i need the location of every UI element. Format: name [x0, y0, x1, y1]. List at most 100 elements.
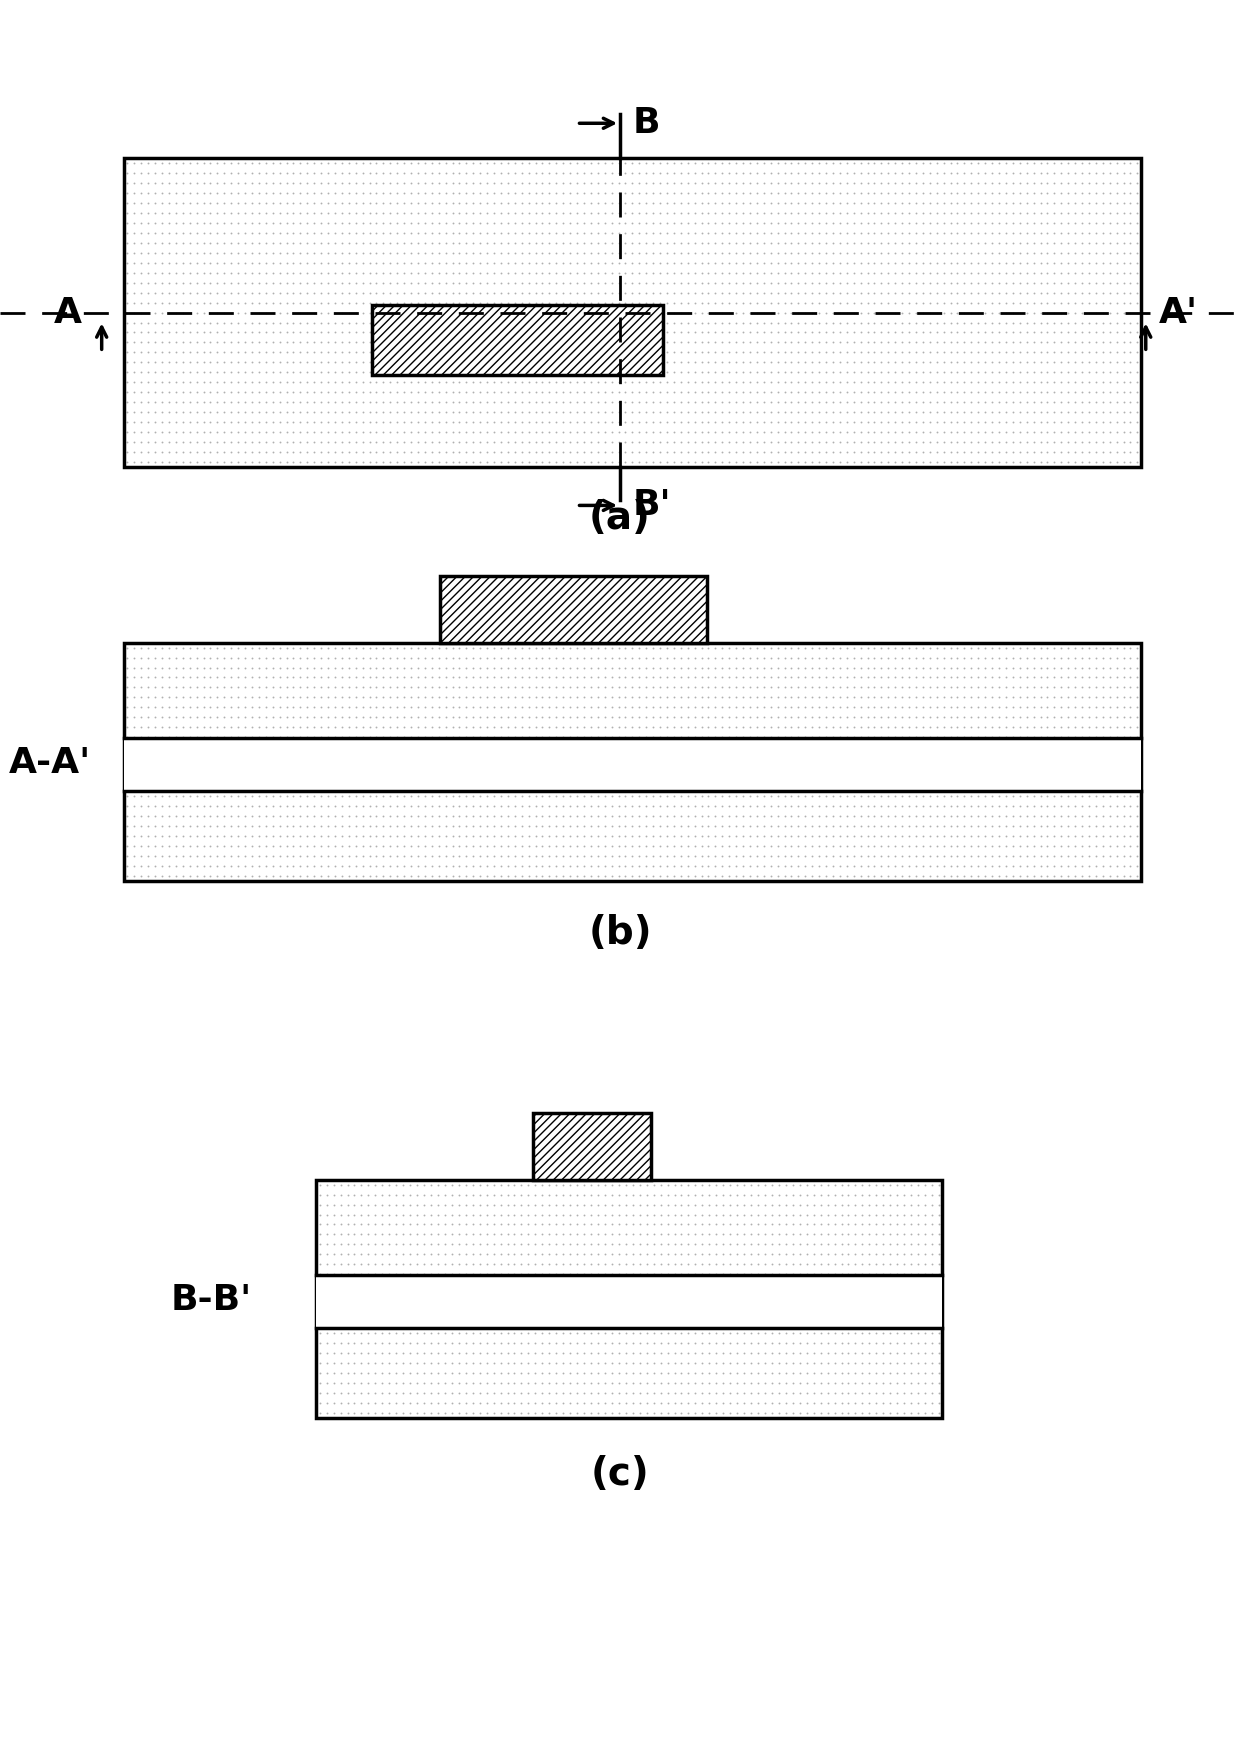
Point [990, 733, 1009, 761]
Point [345, 1250, 365, 1278]
Point [609, 812, 629, 840]
Point [263, 822, 283, 851]
Point [255, 703, 275, 731]
Point [622, 188, 642, 217]
Point [456, 1359, 476, 1388]
Point [740, 713, 760, 741]
Point [920, 782, 940, 810]
Point [526, 188, 546, 217]
Point [207, 259, 227, 287]
Point [547, 1310, 567, 1338]
Point [582, 1280, 601, 1308]
Point [553, 773, 573, 801]
Point [1114, 801, 1133, 829]
Point [595, 289, 615, 317]
Point [345, 1389, 365, 1418]
Point [505, 158, 525, 187]
Point [1030, 822, 1050, 851]
Point [193, 379, 213, 407]
Point [795, 694, 815, 722]
Point [497, 1319, 517, 1347]
Point [601, 722, 621, 750]
Point [284, 852, 304, 880]
Point [797, 1240, 817, 1268]
Point [172, 664, 192, 692]
Point [422, 1359, 441, 1388]
Point [698, 308, 718, 336]
Point [325, 417, 345, 446]
Point [325, 409, 345, 437]
Point [401, 417, 420, 446]
Point [622, 1259, 642, 1287]
Point [609, 1171, 629, 1199]
Point [512, 801, 532, 829]
Point [456, 1300, 476, 1328]
Point [657, 752, 677, 780]
Point [172, 218, 192, 247]
Point [923, 1368, 942, 1396]
Point [319, 773, 339, 801]
Point [768, 278, 787, 306]
Point [867, 1379, 887, 1407]
Point [131, 831, 151, 859]
Point [491, 842, 511, 870]
Point [408, 289, 428, 317]
Point [920, 428, 940, 456]
Point [512, 773, 532, 801]
Point [358, 1379, 378, 1407]
Point [789, 379, 808, 407]
Point [319, 417, 339, 446]
Point [768, 248, 787, 276]
Point [1114, 673, 1133, 701]
Point [325, 248, 345, 276]
Point [838, 1231, 858, 1259]
Point [713, 822, 733, 851]
Point [166, 447, 186, 475]
Point [1044, 319, 1064, 347]
Point [888, 1250, 908, 1278]
Point [823, 180, 843, 208]
Point [746, 782, 766, 810]
Point [497, 1280, 517, 1308]
Point [790, 1349, 810, 1377]
Point [118, 792, 138, 821]
Point [470, 1319, 490, 1347]
Point [118, 338, 138, 366]
Point [851, 831, 870, 859]
Point [298, 417, 317, 446]
Point [270, 634, 290, 662]
Point [858, 842, 878, 870]
Point [180, 822, 200, 851]
Point [180, 349, 200, 377]
Point [622, 852, 642, 880]
Point [934, 248, 954, 276]
Point [290, 357, 310, 386]
Point [802, 278, 822, 306]
Point [456, 289, 476, 317]
Point [740, 328, 760, 356]
Point [1030, 289, 1050, 317]
Point [929, 1270, 949, 1298]
Point [595, 379, 615, 407]
Point [139, 417, 159, 446]
Point [221, 409, 241, 437]
Point [1106, 438, 1126, 467]
Point [325, 447, 345, 475]
Point [332, 643, 352, 671]
Point [249, 683, 269, 711]
Point [450, 199, 470, 227]
Point [180, 801, 200, 829]
Point [352, 438, 372, 467]
Point [754, 664, 774, 692]
Point [319, 150, 339, 178]
Point [352, 812, 372, 840]
Point [311, 763, 331, 791]
Point [449, 1300, 469, 1328]
Point [609, 852, 629, 880]
Point [742, 1231, 761, 1259]
Point [1073, 409, 1092, 437]
Point [228, 713, 248, 741]
Point [325, 259, 345, 287]
Point [823, 210, 843, 238]
Point [456, 752, 476, 780]
